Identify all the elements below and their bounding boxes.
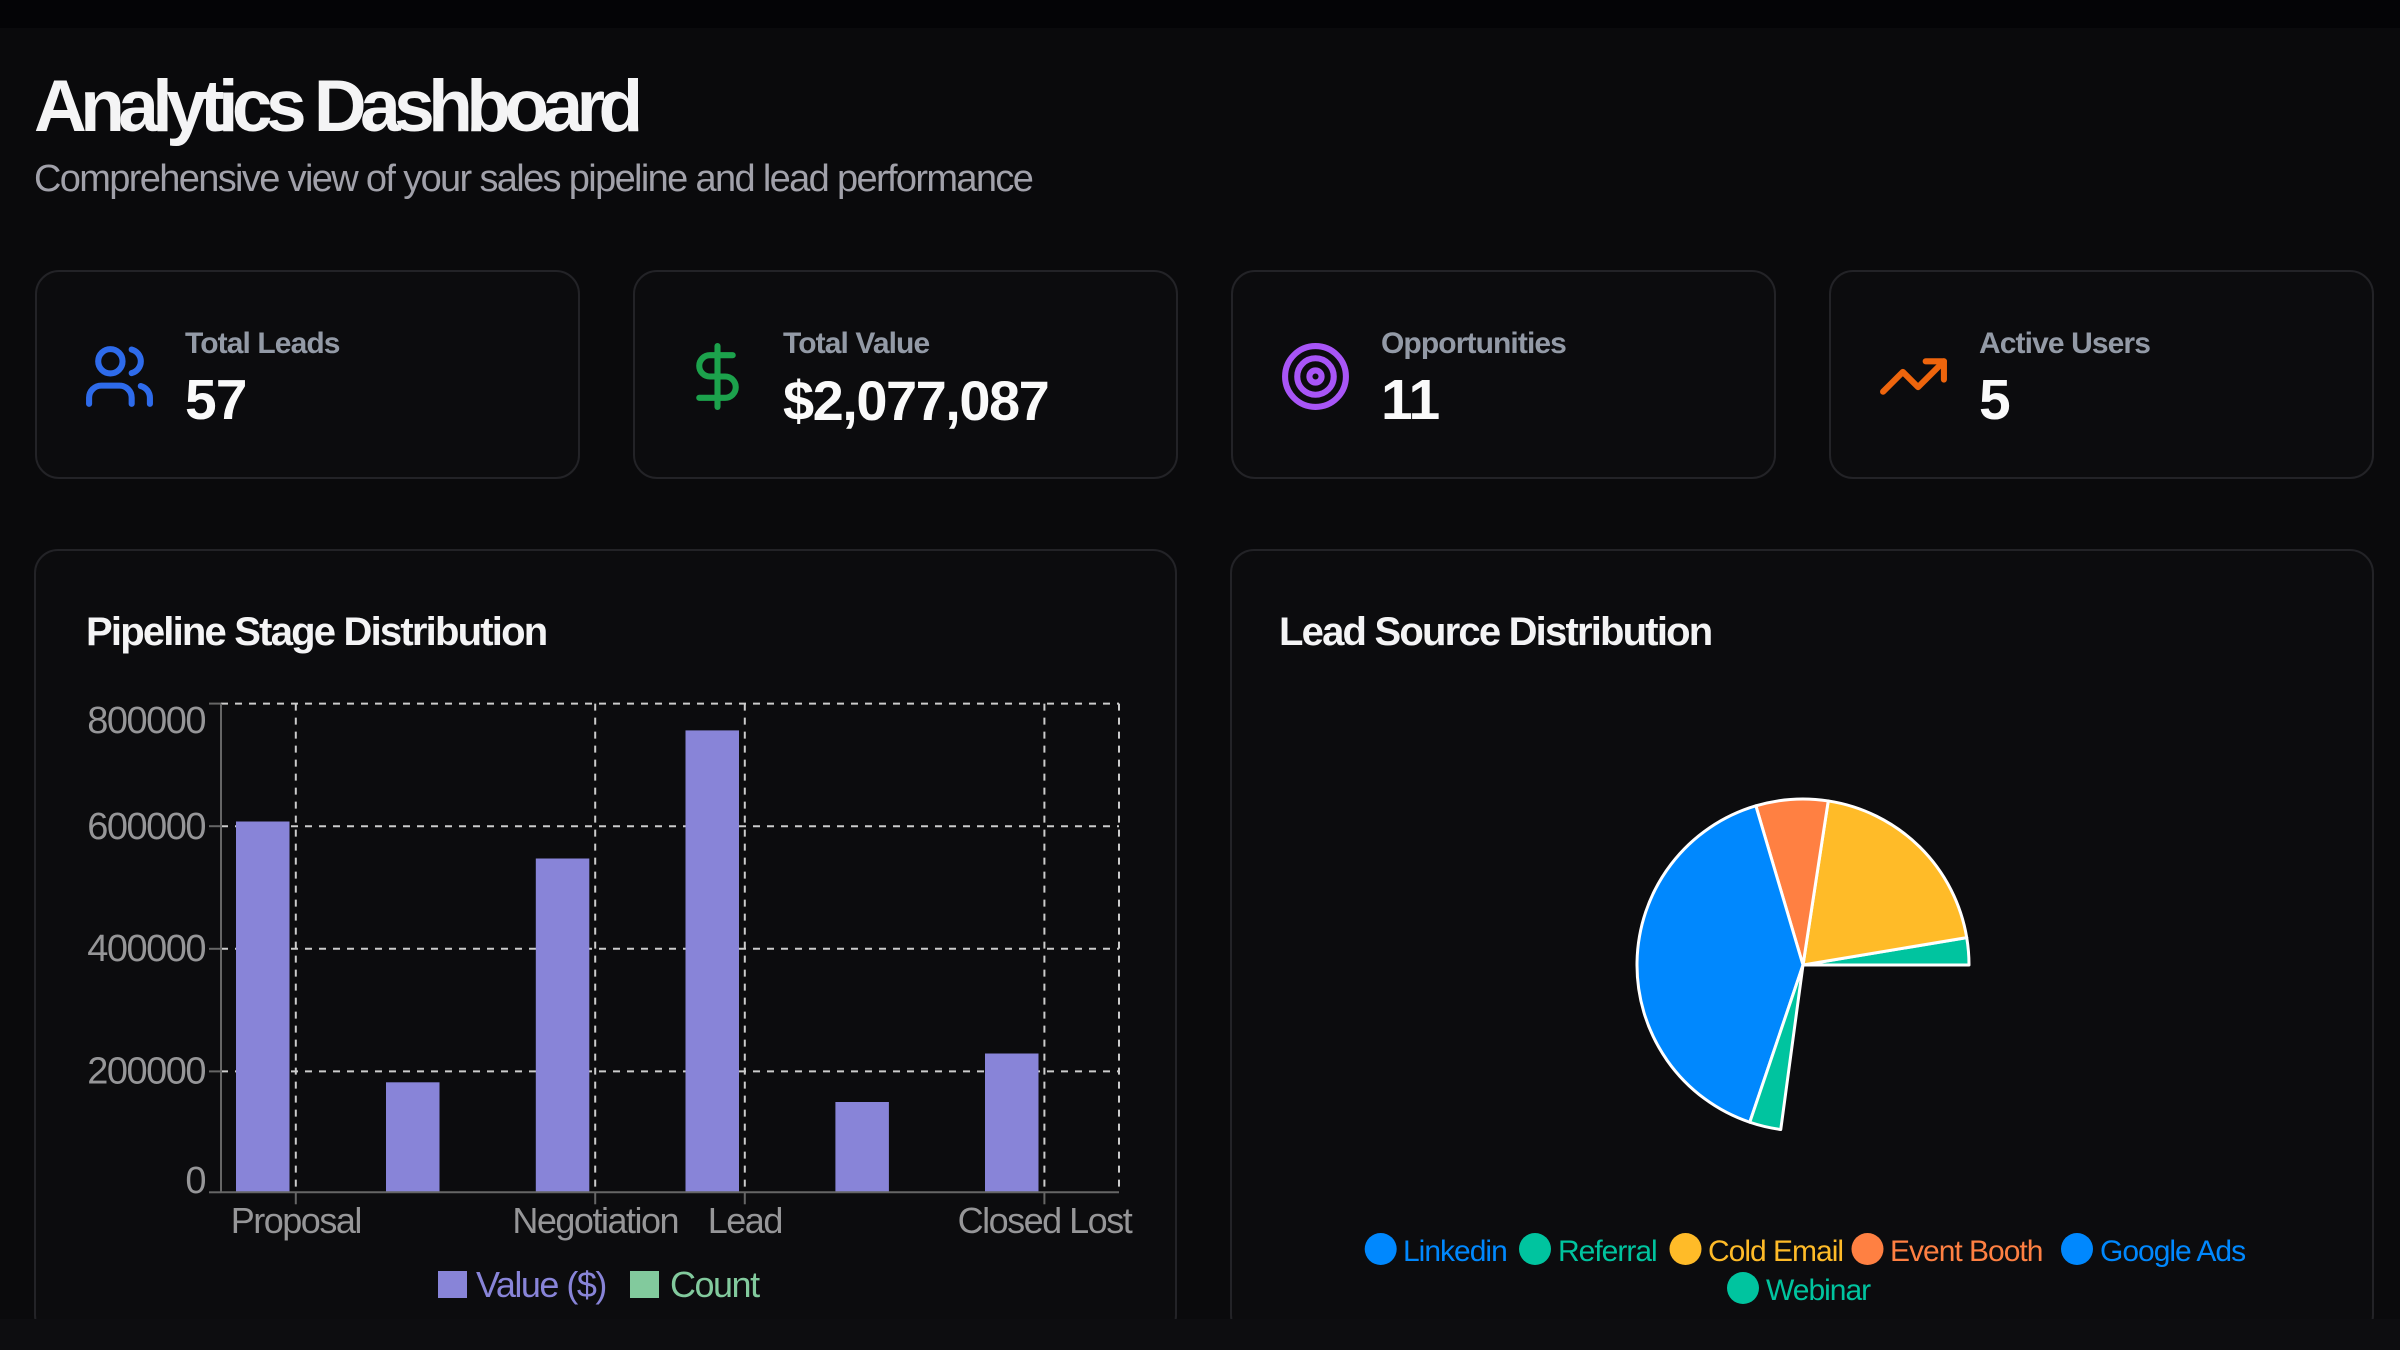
svg-text:Linkedin: Linkedin xyxy=(1403,1235,1507,1268)
svg-text:800000: 800000 xyxy=(87,700,205,742)
svg-text:Closed Lost: Closed Lost xyxy=(958,1200,1133,1241)
svg-text:0: 0 xyxy=(185,1160,205,1202)
svg-text:Proposal: Proposal xyxy=(231,1200,361,1241)
svg-text:400000: 400000 xyxy=(87,928,205,970)
svg-text:Referral: Referral xyxy=(1558,1235,1657,1268)
svg-text:Value ($): Value ($) xyxy=(476,1264,606,1305)
svg-text:Google Ads: Google Ads xyxy=(2100,1235,2245,1268)
svg-text:Webinar: Webinar xyxy=(1766,1274,1871,1307)
svg-text:Event Booth: Event Booth xyxy=(1890,1235,2042,1268)
svg-text:Lead: Lead xyxy=(708,1200,782,1241)
svg-text:200000: 200000 xyxy=(87,1051,205,1093)
svg-text:Count: Count xyxy=(670,1264,760,1305)
svg-text:Cold Email: Cold Email xyxy=(1708,1235,1843,1268)
svg-text:Negotiation: Negotiation xyxy=(512,1200,678,1241)
svg-text:600000: 600000 xyxy=(87,806,205,848)
